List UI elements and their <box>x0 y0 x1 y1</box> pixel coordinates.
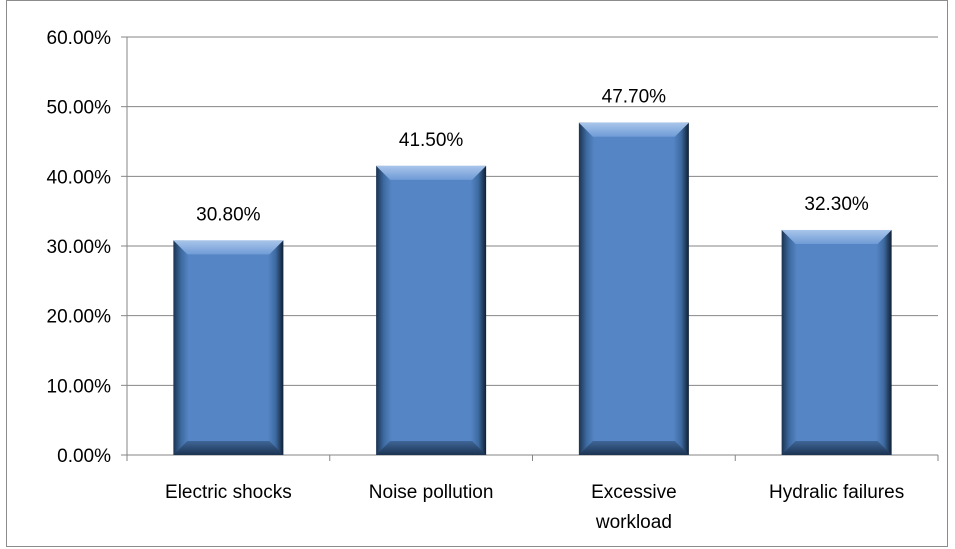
bar-body <box>376 165 487 455</box>
labels: 0.00% 10.00% 20.00% 30.00% 40.00% 50.00% 60.00… <box>47 28 905 533</box>
bar <box>781 229 892 455</box>
bar <box>173 240 284 455</box>
bar <box>376 165 487 455</box>
data-label: 47.70% <box>602 87 667 108</box>
y-tick-label: 0.00% <box>57 446 111 467</box>
y-tick-label: 50.00% <box>47 98 112 119</box>
data-label: 30.80% <box>196 204 261 225</box>
bar-body <box>173 240 284 455</box>
bar-top-bevel <box>578 122 689 137</box>
bar-bottom-bevel <box>578 441 689 455</box>
bar-top-bevel <box>781 229 892 244</box>
y-tick-label: 30.00% <box>47 237 112 258</box>
x-tick-label: Noise pollution <box>369 482 494 503</box>
bar-top-bevel <box>173 240 284 255</box>
x-tick-label: workload <box>595 512 672 533</box>
y-tick-label: 20.00% <box>47 307 112 328</box>
bar <box>578 122 689 455</box>
bar-top-bevel <box>376 165 487 180</box>
data-label: 32.30% <box>804 194 869 215</box>
x-tick-label: Excessive <box>591 482 677 503</box>
y-tick-label: 60.00% <box>47 28 112 49</box>
bar-body <box>781 229 892 455</box>
x-tick-label: Electric shocks <box>165 482 292 503</box>
data-label: 41.50% <box>399 130 464 151</box>
bars <box>173 122 892 455</box>
bar-bottom-bevel <box>376 441 487 455</box>
y-tick-label: 40.00% <box>47 167 112 188</box>
bar-body <box>578 122 689 455</box>
x-tick-label: Hydralic failures <box>769 482 904 503</box>
bar-bottom-bevel <box>173 441 284 455</box>
y-tick-label: 10.00% <box>47 376 112 397</box>
bar-bottom-bevel <box>781 441 892 455</box>
